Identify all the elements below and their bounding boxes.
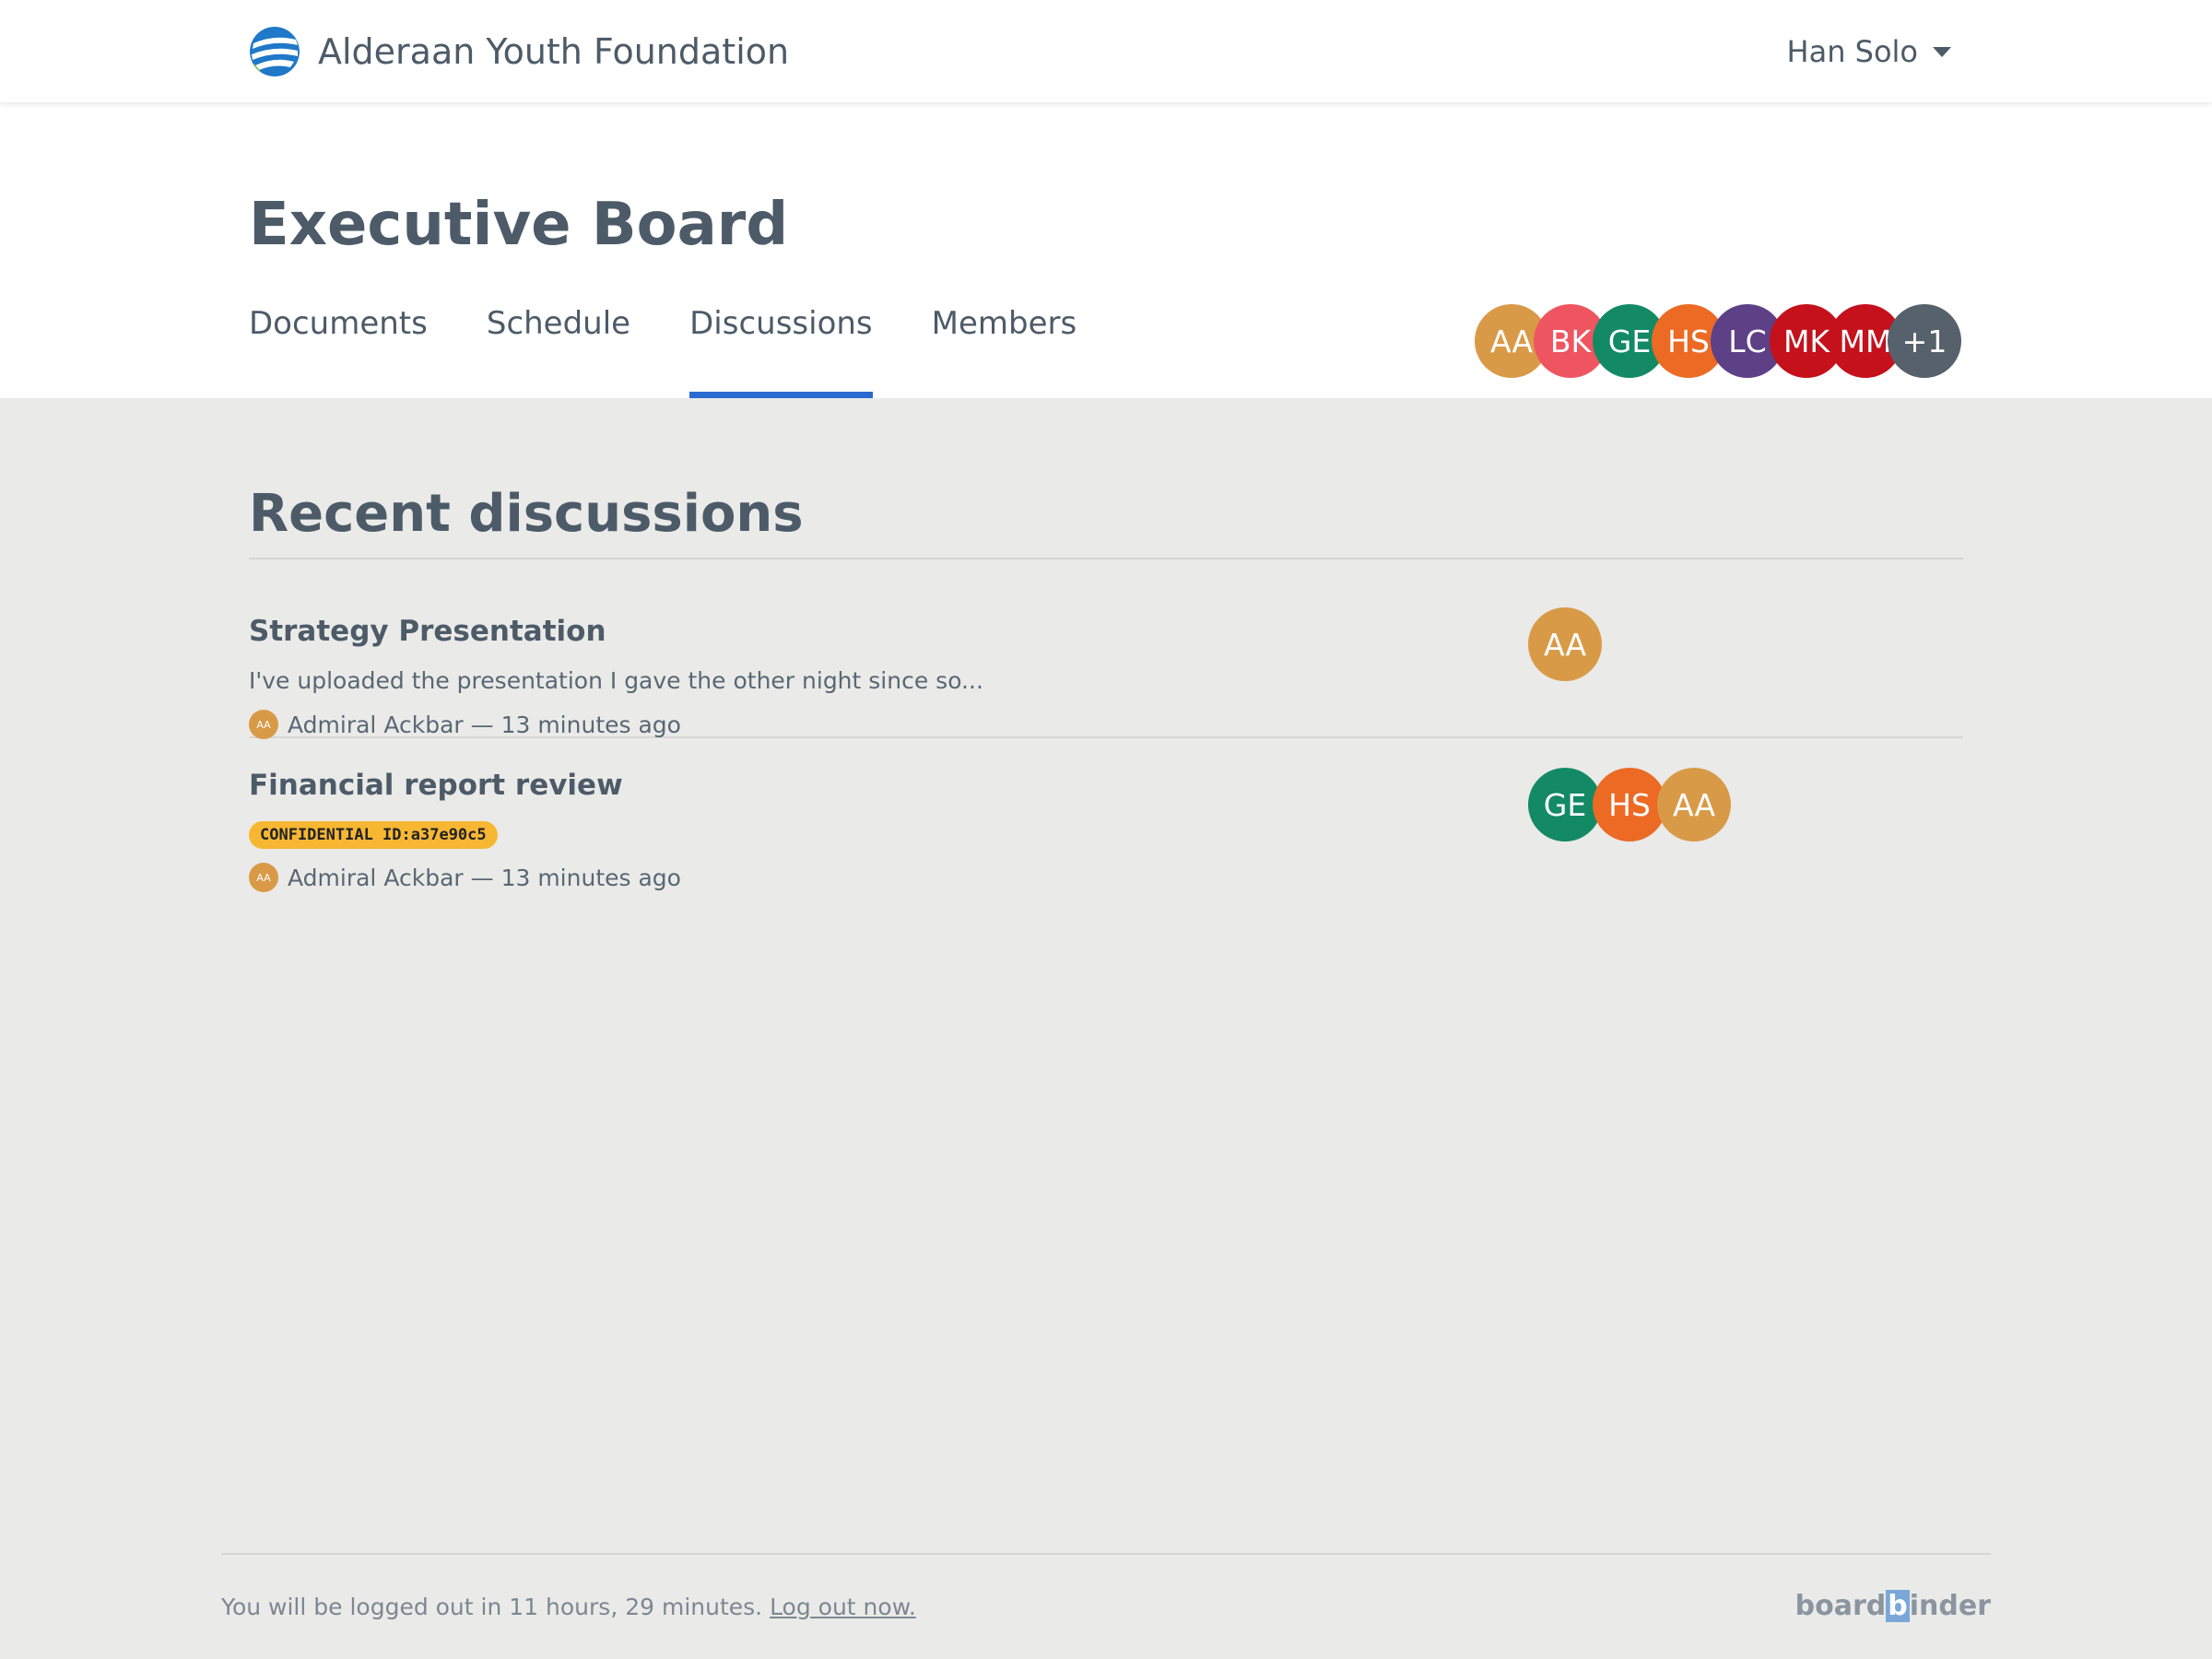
discussion-author-time: Admiral Ackbar — 13 minutes ago [288, 864, 681, 891]
discussion-item[interactable]: Strategy Presentation I've uploaded the … [249, 559, 1963, 740]
session-timeout-notice: You will be logged out in 11 hours, 29 m… [221, 1594, 916, 1620]
brand-highlight: b [1886, 1590, 1910, 1622]
logout-notice-text: You will be logged out in 11 hours, 29 m… [221, 1594, 763, 1620]
brand-suffix: inder [1909, 1590, 1991, 1622]
discussion-title[interactable]: Financial report review [249, 769, 623, 802]
boardbinder-logo: boardbinder [1795, 1590, 1991, 1622]
board-member-avatars[interactable]: +1 MM MK LC HS GE BK AA [1475, 304, 1961, 378]
discussion-excerpt: I've uploaded the presentation I gave th… [249, 667, 983, 694]
confidential-badge: CONFIDENTIAL ID:a37e90c5 [249, 821, 498, 849]
discussion-participants: GE HS AA [1528, 768, 1731, 841]
tab-documents[interactable]: Documents [249, 305, 428, 342]
discussion-author-time: Admiral Ackbar — 13 minutes ago [288, 711, 681, 738]
org-name: Alderaan Youth Foundation [318, 31, 790, 72]
participant-avatar: HS [1593, 768, 1666, 841]
page-title: Executive Board [249, 191, 789, 259]
discussion-item[interactable]: Financial report review CONFIDENTIAL ID:… [249, 738, 1963, 923]
member-avatar-hs[interactable]: HS [1652, 304, 1725, 378]
discussion-participants: AA [1528, 607, 1602, 681]
participant-avatar: AA [1528, 607, 1602, 681]
participant-avatar: GE [1528, 768, 1602, 841]
author-avatar: AA [249, 710, 278, 739]
user-name: Han Solo [1786, 34, 1918, 69]
discussion-meta: AA Admiral Ackbar — 13 minutes ago [249, 709, 681, 740]
section-divider [249, 558, 1963, 559]
section-title: Recent discussions [249, 484, 804, 544]
org-brand[interactable]: Alderaan Youth Foundation [250, 26, 789, 77]
globe-logo-icon [250, 27, 300, 76]
caret-down-icon [1933, 46, 1951, 57]
board-tabs: Documents Schedule Discussions Members [249, 305, 1135, 398]
top-navbar: Alderaan Youth Foundation Han Solo [0, 0, 2212, 102]
tab-schedule[interactable]: Schedule [486, 305, 631, 342]
participant-avatar: AA [1657, 768, 1731, 841]
discussion-title[interactable]: Strategy Presentation [249, 615, 606, 648]
author-avatar: AA [249, 863, 278, 892]
tab-discussions[interactable]: Discussions [689, 305, 873, 398]
member-avatar-ge[interactable]: GE [1593, 304, 1666, 378]
brand-prefix: board [1794, 1590, 1887, 1622]
page-footer: You will be logged out in 11 hours, 29 m… [221, 1553, 1991, 1645]
tab-members[interactable]: Members [931, 305, 1077, 342]
member-avatar-bk[interactable]: BK [1534, 304, 1607, 378]
discussions-section: Recent discussions Strategy Presentation… [249, 484, 1963, 923]
user-menu-dropdown[interactable]: Han Solo [1787, 31, 1951, 72]
discussion-meta: AA Admiral Ackbar — 13 minutes ago [249, 862, 681, 893]
logout-link[interactable]: Log out now. [770, 1594, 916, 1620]
member-avatar-more[interactable]: +1 [1888, 304, 1961, 378]
board-header: Executive Board Documents Schedule Discu… [0, 102, 2212, 398]
